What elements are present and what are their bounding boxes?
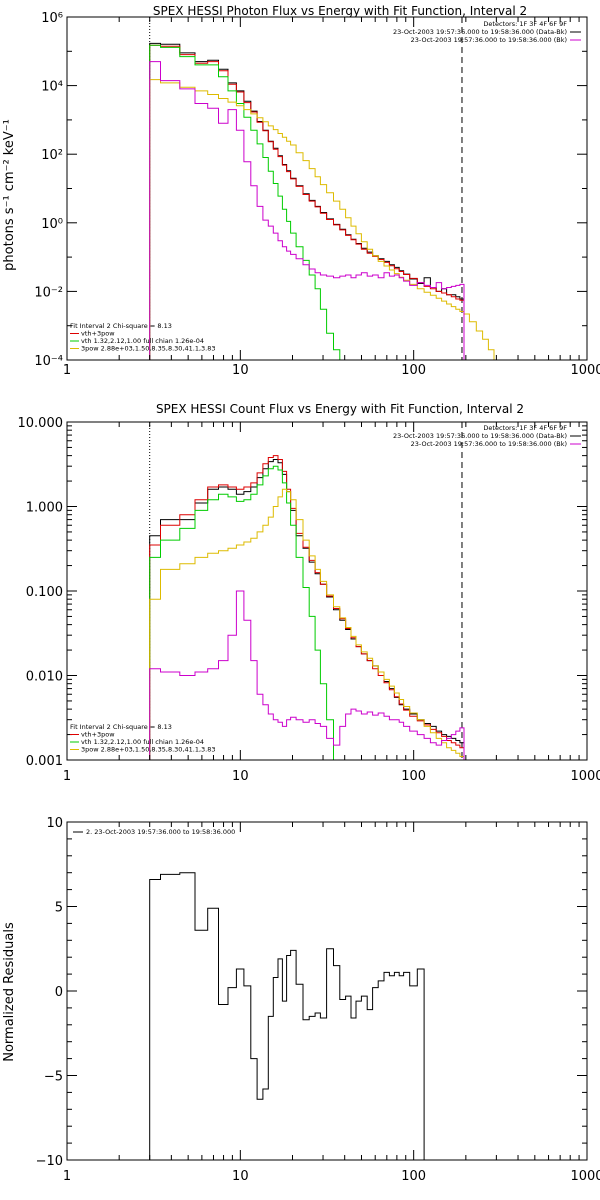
y-tick-label: 10.000 bbox=[18, 416, 64, 431]
legend-entry: Detectors: 1F 3F 4F 6F 9F bbox=[483, 20, 567, 28]
residuals-ylabel: Normalized Residuals bbox=[2, 922, 17, 1062]
y-tick-label: 0 bbox=[55, 985, 63, 1000]
x-tick-label: 10 bbox=[232, 769, 249, 784]
y-tick-label: 10⁶ bbox=[41, 11, 63, 26]
y-tick-label: 10⁴ bbox=[41, 80, 63, 95]
y-tick-label: 10 bbox=[46, 816, 63, 831]
residuals-plot bbox=[149, 872, 464, 1161]
photon-flux-ylabel: photons s⁻¹ cm⁻² keV⁻¹ bbox=[2, 119, 17, 271]
series-line-4 bbox=[149, 590, 465, 760]
x-tick-label: 1 bbox=[63, 1169, 71, 1184]
legend-entry: Fit Interval 2 Chi-square = 8.13 bbox=[70, 322, 172, 330]
count-flux-frame bbox=[66, 421, 588, 761]
series-line-0 bbox=[149, 872, 464, 1161]
y-tick-label: 10⁻⁴ bbox=[34, 354, 63, 369]
legend-entry: vth+3pow bbox=[81, 731, 115, 739]
x-tick-label: 10 bbox=[232, 363, 249, 378]
y-tick-label: 10⁰ bbox=[41, 217, 63, 232]
series-line-3 bbox=[149, 79, 495, 360]
residuals-panel: Normalized Residuals 1 10 100 1000 −10 −5 0 5 10… bbox=[2, 816, 600, 1184]
y-tick-label: 10² bbox=[41, 148, 63, 163]
x-tick-label: 1000 bbox=[570, 1169, 600, 1184]
legend-entry: vth 1.32,2.12,1.00 full chian 1.26e-04 bbox=[81, 337, 204, 345]
residuals-frame bbox=[66, 821, 588, 1161]
count-flux-plot bbox=[149, 422, 465, 761]
x-tick-label: 1000 bbox=[570, 363, 600, 378]
y-tick-label: 5 bbox=[55, 901, 63, 916]
legend-entry: 2. 23-Oct-2003 19:57:36.000 to 19:58:36.… bbox=[86, 828, 235, 836]
residuals-legend-top: 2. 23-Oct-2003 19:57:36.000 to 19:58:36.… bbox=[73, 828, 235, 836]
photon-flux-legend-bottom: Fit Interval 2 Chi-square = 8.13vth+3pow… bbox=[70, 322, 216, 353]
y-tick-label: 0.010 bbox=[26, 670, 63, 685]
legend-entry: 23-Oct-2003 19:57:36.000 to 19:58:36.000… bbox=[393, 432, 567, 440]
legend-entry: 23-Oct-2003 19:57:36.000 to 19:58:36.000… bbox=[411, 36, 567, 44]
count-flux-panel: SPEX HESSI Count Flux vs Energy with Fit… bbox=[18, 402, 600, 784]
count-flux-title: SPEX HESSI Count Flux vs Energy with Fit… bbox=[156, 402, 524, 416]
count-flux-legend-bottom: Fit Interval 2 Chi-square = 8.13vth+3pow… bbox=[70, 723, 216, 754]
residuals-ticks: 1 10 100 1000 −10 −5 0 5 10 bbox=[36, 816, 600, 1184]
legend-entry: 3pow 2.88e+03,1.50,8.35,8.30,41.1,3.83 bbox=[81, 746, 216, 754]
x-tick-label: 1000 bbox=[570, 769, 600, 784]
x-tick-label: 1 bbox=[63, 363, 71, 378]
y-tick-label: 10⁻² bbox=[34, 285, 63, 300]
legend-entry: vth 1.32,2.12,1.00 full chian 1.26e-04 bbox=[81, 738, 204, 746]
photon-flux-title: SPEX HESSI Photon Flux vs Energy with Fi… bbox=[153, 4, 527, 18]
photon-flux-panel: SPEX HESSI Photon Flux vs Energy with Fi… bbox=[2, 4, 600, 378]
x-tick-label: 100 bbox=[401, 363, 426, 378]
series-line-2 bbox=[149, 44, 357, 361]
legend-entry: 23-Oct-2003 19:57:36.000 to 19:58:36.000… bbox=[393, 28, 567, 36]
y-tick-label: 1.000 bbox=[26, 501, 63, 516]
x-tick-label: 100 bbox=[401, 1169, 426, 1184]
y-tick-label: −10 bbox=[36, 1154, 63, 1169]
y-tick-label: −5 bbox=[44, 1070, 63, 1085]
series-line-1 bbox=[149, 44, 465, 360]
legend-entry: Detectors: 1F 3F 4F 6F 9F bbox=[483, 424, 567, 432]
photon-flux-plot bbox=[149, 17, 495, 361]
legend-entry: 23-Oct-2003 19:57:36.000 to 19:58:36.000… bbox=[411, 440, 567, 448]
x-tick-label: 1 bbox=[63, 769, 71, 784]
legend-entry: Fit Interval 2 Chi-square = 8.13 bbox=[70, 723, 172, 731]
y-tick-label: 0.100 bbox=[26, 585, 63, 600]
y-tick-label: 0.001 bbox=[26, 754, 63, 769]
legend-entry: vth+3pow bbox=[81, 330, 115, 338]
x-tick-label: 100 bbox=[401, 769, 426, 784]
count-flux-ticks: 1 10 100 1000 0.001 0.010 0.100 1.000 10.000 bbox=[18, 416, 600, 784]
series-line-4 bbox=[149, 61, 465, 360]
photon-flux-frame bbox=[66, 16, 588, 361]
legend-entry: 3pow 2.88e+03,1.50,8.35,8.30,41.1,3.83 bbox=[81, 345, 216, 353]
series-line-2 bbox=[149, 465, 346, 761]
series-line-3 bbox=[149, 488, 465, 760]
x-tick-label: 10 bbox=[232, 1169, 249, 1184]
